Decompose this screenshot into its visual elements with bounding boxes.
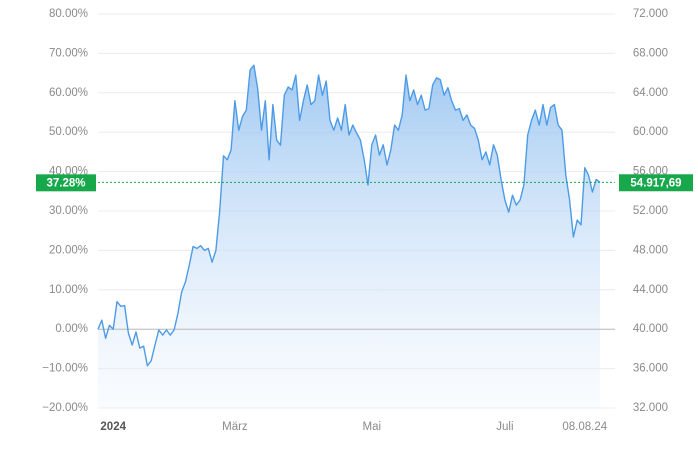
y2-tick-label: 64.000: [633, 87, 668, 99]
y-tick-label: −10.00%: [42, 363, 88, 375]
y-tick-label: 60.00%: [49, 87, 88, 99]
y2-tick-label: 68.000: [633, 47, 668, 59]
y2-tick-label: 36.000: [633, 363, 668, 375]
y2-tick-label: 32.000: [633, 402, 668, 414]
y-tick-label: 80.00%: [49, 8, 88, 20]
x-tick-label: März: [222, 421, 248, 433]
current-label: 37.28%: [46, 177, 85, 189]
y2-tick-label: 60.000: [633, 126, 668, 138]
y-tick-label: 0.00%: [55, 323, 88, 335]
x-tick-label: 08.08.24: [562, 421, 607, 433]
y-tick-label: −20.00%: [42, 402, 88, 414]
y2-tick-label: 72.000: [633, 8, 668, 20]
line: [97, 64, 601, 367]
current-badge: [36, 174, 96, 192]
area: [98, 65, 600, 408]
y2-tick-label: 52.000: [633, 205, 668, 217]
y-tick-label: 70.00%: [49, 47, 88, 59]
y-tick-label: 30.00%: [49, 205, 88, 217]
y2-tick-label: 48.000: [633, 244, 668, 256]
y2-tick-label: 44.000: [633, 284, 668, 296]
current-price-badge: [619, 174, 693, 192]
x-tick-label: 2024: [100, 421, 126, 433]
y-tick-label: 10.00%: [49, 284, 88, 296]
x-tick-label: Mai: [363, 421, 382, 433]
x-tick-label: Juli: [496, 421, 513, 433]
y-tick-label: 50.00%: [49, 126, 88, 138]
y-tick-label: 20.00%: [49, 244, 88, 256]
y2-tick-label: 40.000: [633, 323, 668, 335]
current-price-label: 54.917,69: [630, 177, 681, 189]
